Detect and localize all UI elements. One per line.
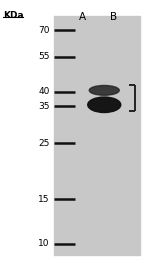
Bar xyxy=(54,16,140,255)
Text: A: A xyxy=(79,12,86,22)
Ellipse shape xyxy=(89,85,119,95)
Text: KDa: KDa xyxy=(3,11,24,19)
Text: 70: 70 xyxy=(38,26,50,35)
Text: B: B xyxy=(110,12,118,22)
Text: 40: 40 xyxy=(38,87,50,96)
Text: 10: 10 xyxy=(38,239,50,248)
Text: 15: 15 xyxy=(38,195,50,204)
Text: 55: 55 xyxy=(38,52,50,61)
Text: 35: 35 xyxy=(38,102,50,111)
Text: 25: 25 xyxy=(38,139,50,148)
Ellipse shape xyxy=(88,97,121,113)
